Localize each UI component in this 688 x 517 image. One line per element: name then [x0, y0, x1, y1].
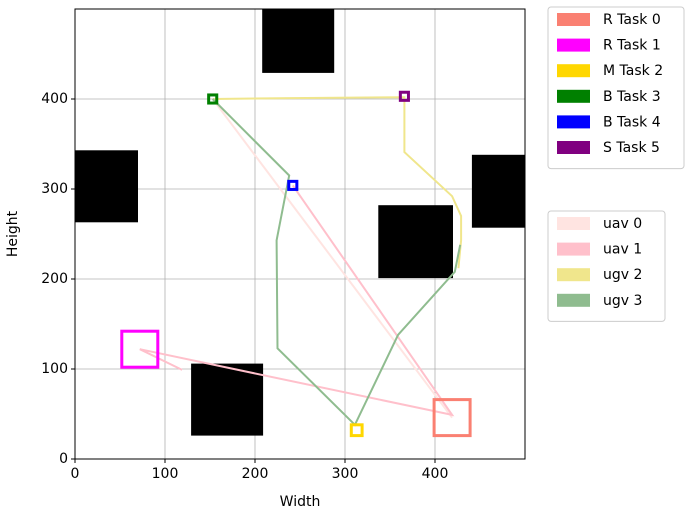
path-line: [212, 96, 463, 269]
task-marker: [287, 179, 299, 191]
legend-swatch: [557, 13, 590, 26]
plot-frame: [74, 8, 526, 460]
legend-label: R Task 1: [603, 38, 661, 54]
legend-swatch: [557, 115, 590, 129]
legend-label: ugv 2: [603, 267, 642, 283]
legend-swatch: [557, 38, 590, 52]
y-axis-label: Height: [5, 210, 21, 257]
x-tick-label: 200: [242, 466, 269, 482]
legend-label: R Task 0: [603, 12, 661, 28]
x-tick-label: 100: [152, 466, 179, 482]
path-line: [139, 184, 455, 417]
legend-swatch: [557, 89, 590, 103]
path-line: [211, 98, 462, 427]
task-marker: [120, 329, 160, 369]
legend-label: B Task 3: [603, 89, 661, 105]
legend-label: S Task 5: [603, 140, 660, 156]
legend-label: uav 1: [603, 242, 642, 258]
task-marker: [207, 93, 219, 105]
y-tick-label: 100: [41, 361, 68, 377]
legend-label: ugv 3: [603, 293, 642, 309]
legend-swatch: [557, 268, 590, 282]
x-tick-label: 400: [422, 466, 449, 482]
x-tick-label: 0: [71, 466, 80, 482]
obstacle: [471, 154, 525, 228]
obstacle: [378, 205, 453, 279]
x-axis-label: Width: [280, 494, 321, 510]
legend-label: B Task 4: [603, 114, 661, 130]
path-line: [211, 98, 453, 419]
legend-swatch: [557, 293, 590, 307]
y-tick-label: 400: [41, 91, 68, 107]
obstacle: [75, 150, 138, 223]
legend-label: uav 0: [603, 216, 642, 232]
y-tick-label: 300: [41, 181, 68, 197]
obstacle: [191, 363, 264, 436]
legend-swatch: [557, 217, 590, 230]
y-tick-label: 200: [41, 271, 68, 287]
y-tick-label: 0: [59, 451, 68, 467]
obstacle: [262, 9, 335, 73]
x-tick-label: 300: [332, 466, 359, 482]
legend-label: M Task 2: [603, 63, 663, 79]
task-marker: [398, 90, 410, 102]
task-marker: [432, 398, 472, 438]
legend-swatch: [557, 64, 590, 78]
legend-swatch: [557, 141, 590, 154]
plot-area: [75, 9, 525, 438]
task-marker: [349, 423, 364, 438]
legend-swatch: [557, 242, 590, 256]
